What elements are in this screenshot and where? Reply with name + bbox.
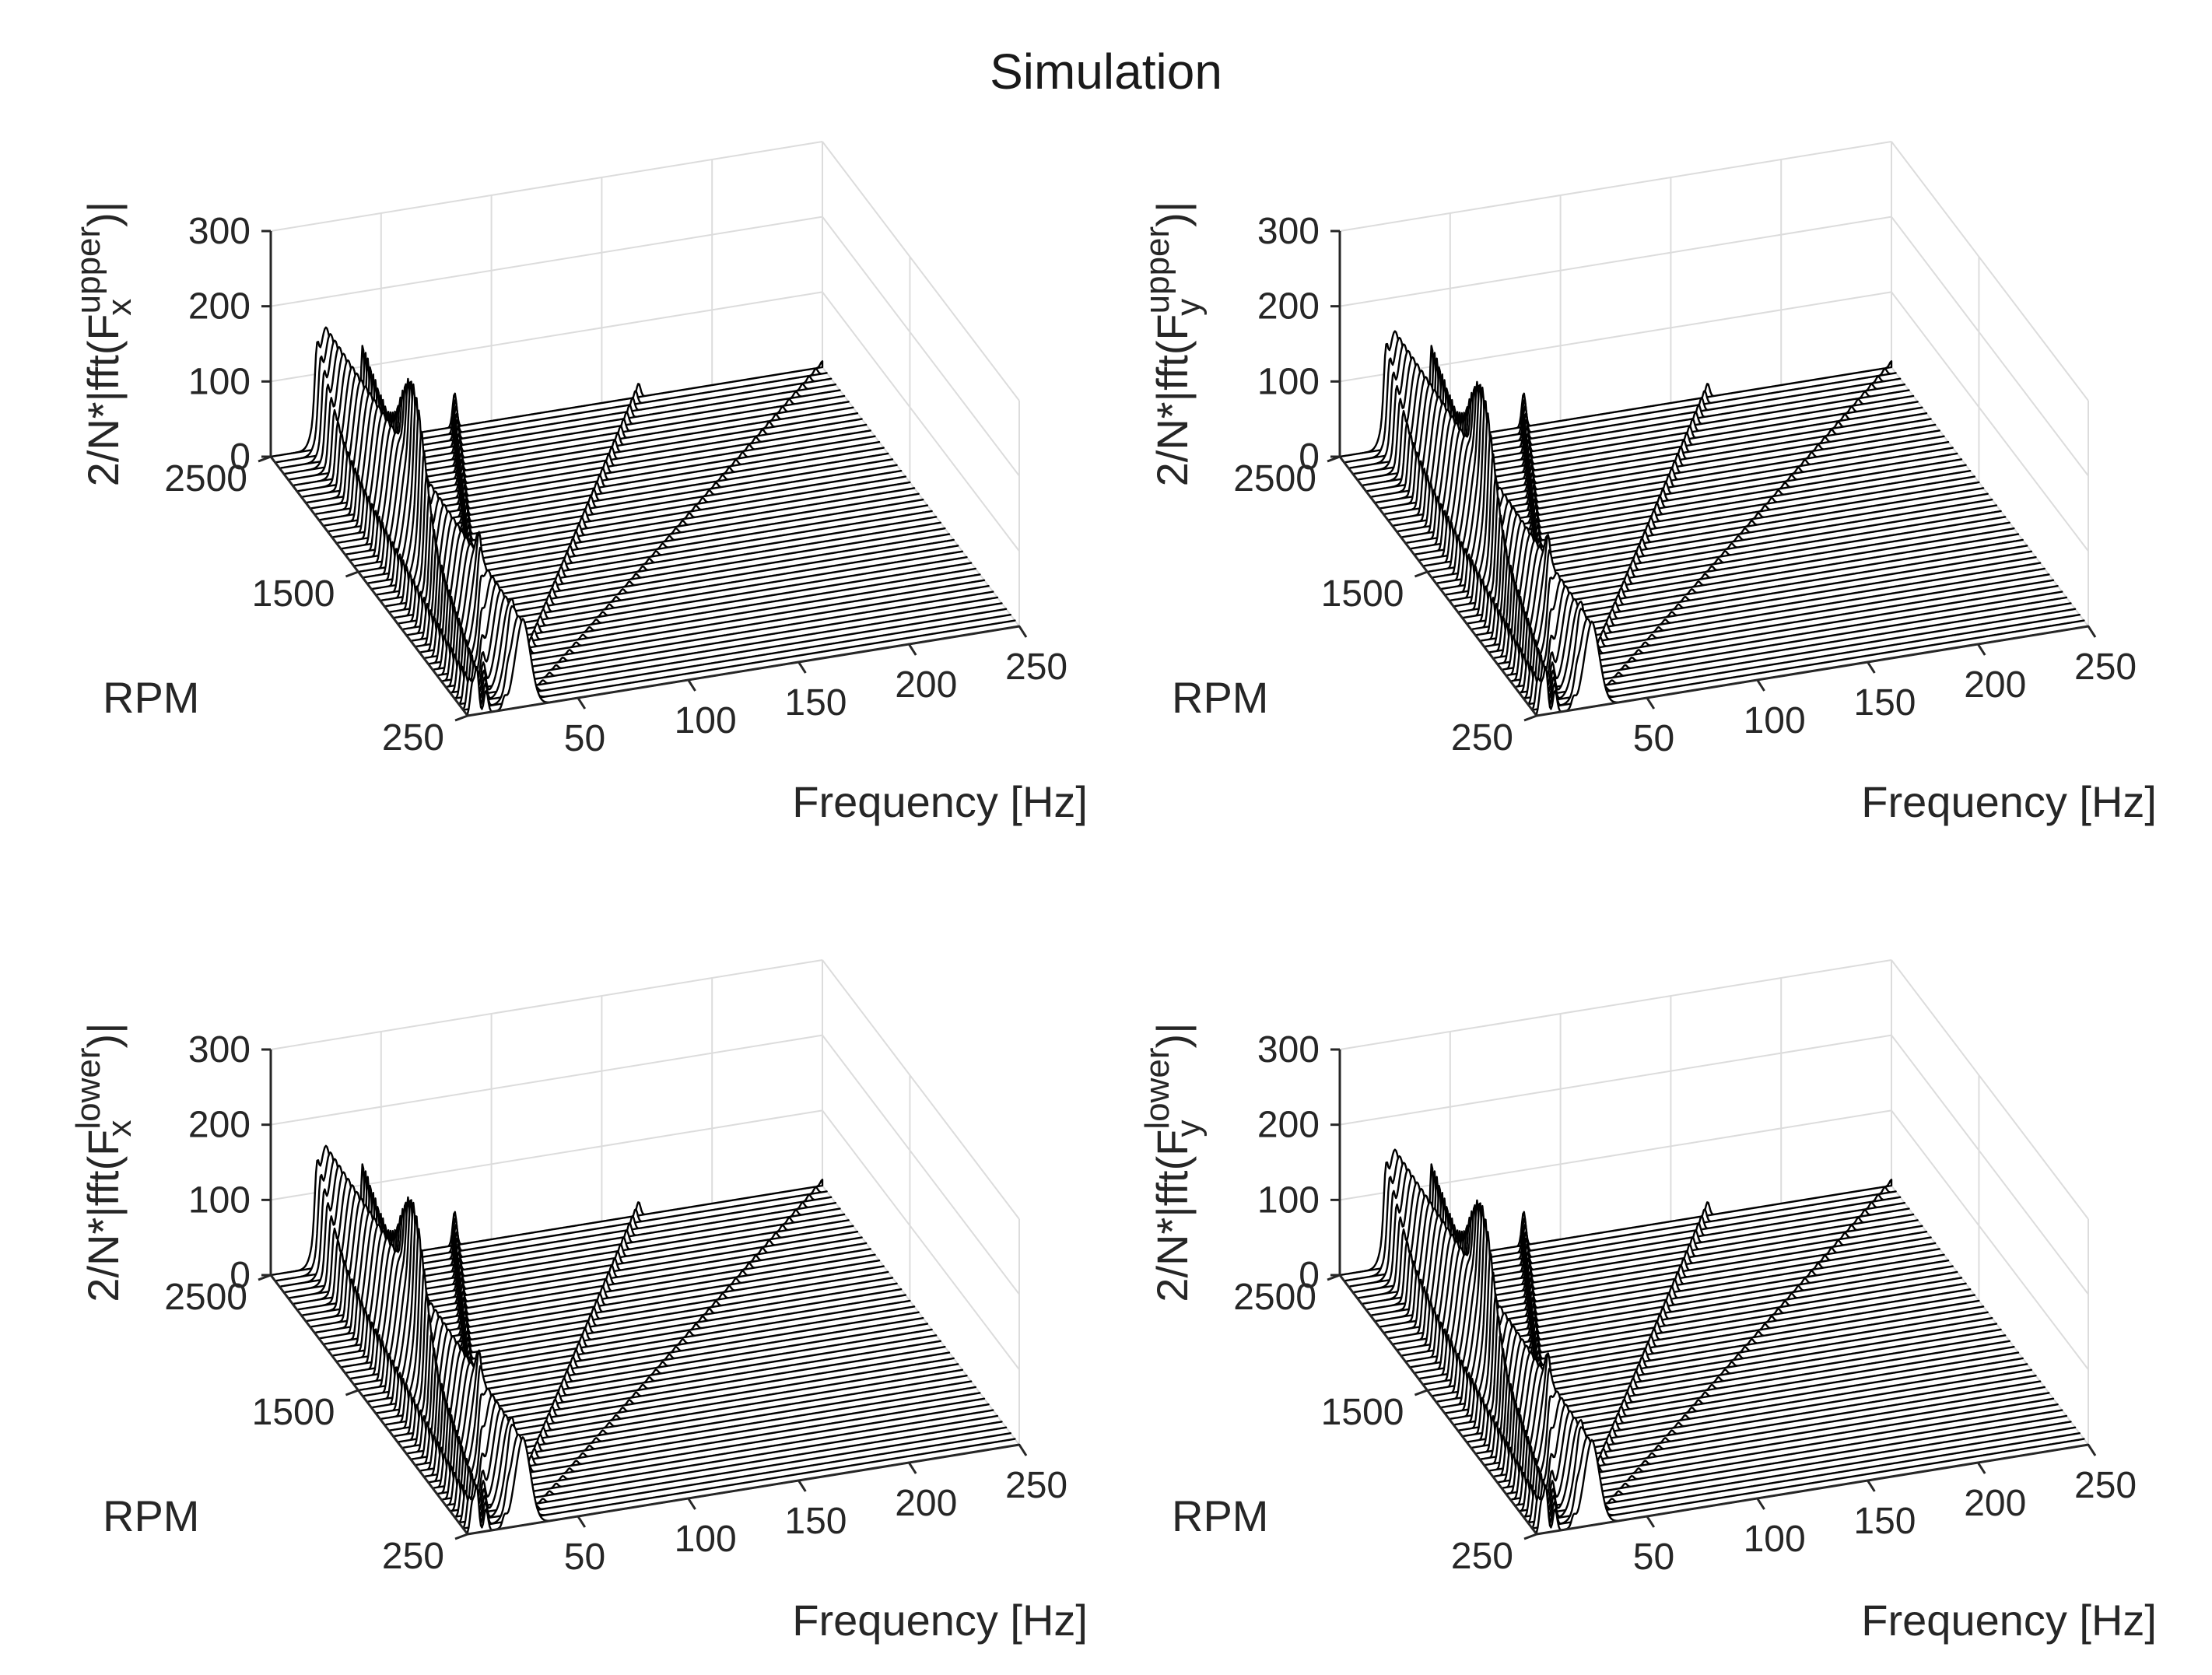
z-tick-label: 300	[1257, 211, 1320, 252]
y-tick-label: 250	[1451, 1536, 1513, 1577]
z-tick-label: 100	[188, 1179, 251, 1221]
x-tick-label: 250	[1005, 1465, 1067, 1506]
traces	[269, 1144, 1021, 1536]
y-tick-label: 250	[382, 717, 444, 759]
x-axis-label: Frequency [Hz]	[792, 777, 1088, 826]
z-axis-label: 2/N*|fft(Fuppery)|	[1138, 201, 1208, 487]
y-axis-label: RPM	[1172, 673, 1268, 722]
z-tick-label: 100	[1257, 1179, 1320, 1221]
z-axis-label: 2/N*|fft(Flowerx)|	[69, 1022, 138, 1302]
frequency-axis	[467, 1443, 1020, 1536]
x-tick-label: 200	[1964, 1483, 2026, 1524]
x-tick-label: 100	[675, 700, 737, 741]
z-tick-label: 300	[188, 211, 251, 252]
z-axis-label: 2/N*|fft(Fupperx)|	[69, 201, 138, 487]
y-axis-label: RPM	[1172, 1491, 1268, 1540]
x-tick-label: 200	[1964, 664, 2026, 706]
z-tick-label: 200	[1257, 286, 1320, 328]
z-tick-label: 100	[188, 361, 251, 402]
x-tick-label: 200	[895, 1483, 957, 1524]
x-tick-label: 250	[2074, 1465, 2137, 1506]
y-tick-label: 1500	[252, 1392, 335, 1433]
traces	[1338, 330, 2090, 717]
x-tick-label: 150	[784, 682, 847, 724]
y-tick-label: 2500	[1233, 458, 1316, 499]
x-tick-label: 100	[1744, 700, 1806, 741]
y-tick-label: 250	[382, 1536, 444, 1577]
y-axis-label: RPM	[103, 1491, 199, 1540]
y-tick-label: 1500	[1321, 573, 1404, 615]
frequency-axis	[1536, 625, 2089, 717]
traces	[269, 326, 1021, 717]
y-tick-label: 2500	[1233, 1277, 1316, 1318]
x-tick-label: 250	[1005, 647, 1067, 688]
frequency-axis	[467, 625, 1020, 717]
rpm-axis	[1338, 1274, 1538, 1535]
y-tick-label: 2500	[164, 458, 247, 499]
rpm-axis	[1338, 456, 1538, 717]
z-axis-label: 2/N*|fft(Flowery)|	[1138, 1022, 1208, 1302]
x-axis-label: Frequency [Hz]	[1861, 1596, 2157, 1645]
figure-title: Simulation	[990, 44, 1222, 100]
z-tick-label: 200	[1257, 1105, 1320, 1146]
y-tick-label: 2500	[164, 1277, 247, 1318]
frequency-axis	[1536, 1443, 2089, 1536]
x-tick-label: 200	[895, 664, 957, 706]
z-tick-label: 100	[1257, 361, 1320, 402]
x-tick-label: 100	[1744, 1519, 1806, 1560]
y-axis-label: RPM	[103, 673, 199, 722]
y-tick-label: 250	[1451, 717, 1513, 759]
rpm-axis	[269, 1274, 469, 1535]
x-tick-label: 50	[564, 1537, 605, 1578]
y-tick-label: 1500	[1321, 1392, 1404, 1433]
z-tick-label: 200	[188, 286, 251, 328]
x-axis-label: Frequency [Hz]	[1861, 777, 2157, 826]
x-axis-label: Frequency [Hz]	[792, 1596, 1088, 1645]
z-tick-label: 300	[188, 1029, 251, 1071]
z-tick-label: 0	[1299, 436, 1320, 478]
x-tick-label: 50	[1633, 718, 1674, 759]
x-tick-label: 150	[1853, 1501, 1916, 1542]
x-tick-label: 150	[1853, 682, 1916, 724]
x-tick-label: 50	[1633, 1537, 1674, 1578]
rpm-axis	[269, 456, 469, 717]
z-tick-label: 200	[188, 1105, 251, 1146]
y-tick-label: 1500	[252, 573, 335, 615]
z-tick-label: 0	[230, 1255, 251, 1296]
grid	[270, 959, 1020, 1445]
z-tick-label: 300	[1257, 1029, 1320, 1071]
x-tick-label: 100	[675, 1519, 737, 1560]
x-tick-label: 150	[784, 1501, 847, 1542]
z-tick-label: 0	[230, 436, 251, 478]
x-tick-label: 250	[2074, 647, 2137, 688]
x-tick-label: 50	[564, 718, 605, 759]
z-tick-label: 0	[1299, 1255, 1320, 1296]
traces	[1338, 1148, 2090, 1536]
